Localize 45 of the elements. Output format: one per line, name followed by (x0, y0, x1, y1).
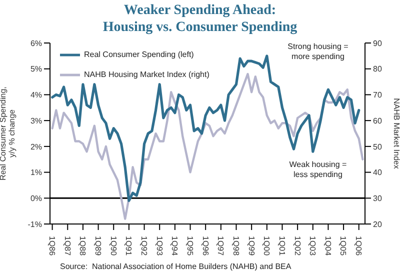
y-tick-label: 1% (30, 168, 42, 178)
y-tick-label: -1% (28, 220, 42, 229)
chart-title: Weaker Spending Ahead: Housing vs. Consumer Spending (102, 2, 298, 36)
x-tick-label: 1Q91 (124, 236, 134, 256)
y-tick-label: 4% (30, 90, 42, 100)
x-tick-label: 1Q88 (78, 236, 88, 256)
legend-label: NAHB Housing Market Index (right) (84, 70, 210, 80)
y2-tick-label: 20 (373, 220, 382, 229)
x-tick-label: 1Q92 (139, 236, 148, 256)
x-tick-label: 1Q93 (154, 236, 164, 256)
x-tick-label: 1Q98 (231, 236, 240, 256)
y-tick-label: 3% (30, 116, 42, 126)
x-tick-label: 1Q00 (262, 236, 272, 256)
annotation: Weak housing = less spending (288, 160, 348, 180)
y2-tick-label: 30 (373, 194, 382, 203)
x-tick-label: 1Q02 (292, 236, 302, 256)
y2-tick-label: 70 (373, 90, 382, 100)
x-tick-label: 1Q04 (323, 236, 332, 256)
y2-tick-label: 50 (373, 142, 382, 152)
y2-tick-label: 90 (373, 38, 382, 48)
y2-tick-label: 60 (373, 116, 382, 126)
x-tick-label: 1Q97 (216, 236, 226, 256)
annotation: Strong housing = more spending (286, 42, 350, 62)
y-axis-title: Real Consumer Spending, y/y % change (0, 86, 16, 180)
x-tick-label: 1Q87 (62, 236, 72, 256)
x-tick-label: 1Q96 (200, 236, 210, 256)
y2-axis-title: NAHB Market Index (392, 98, 400, 169)
y-tick-label: 2% (30, 142, 42, 152)
legend-label: Real Consumer Spending (left) (84, 50, 194, 60)
x-tick-label: 1Q90 (108, 236, 118, 256)
x-tick-label: 1Q05 (338, 236, 348, 256)
x-tick-label: 1Q95 (185, 236, 194, 256)
y2-tick-label: 80 (373, 64, 382, 74)
y-tick-label: 5% (30, 64, 42, 74)
x-tick-label: 1Q03 (308, 236, 318, 256)
x-tick-label: 1Q06 (354, 236, 364, 256)
y-tick-label: 0% (30, 194, 42, 203)
y2-tick-label: 40 (373, 168, 382, 178)
x-tick-label: 1Q89 (93, 236, 102, 256)
y-tick-label: 6% (30, 38, 42, 48)
x-tick-label: 1Q99 (246, 236, 256, 256)
x-tick-label: 1Q94 (170, 236, 180, 256)
x-tick-label: 1Q01 (277, 236, 286, 256)
x-tick-label: 1Q86 (48, 236, 56, 256)
source-note: Source: National Association of Home Builders (NAHB) and BEA (60, 262, 292, 272)
